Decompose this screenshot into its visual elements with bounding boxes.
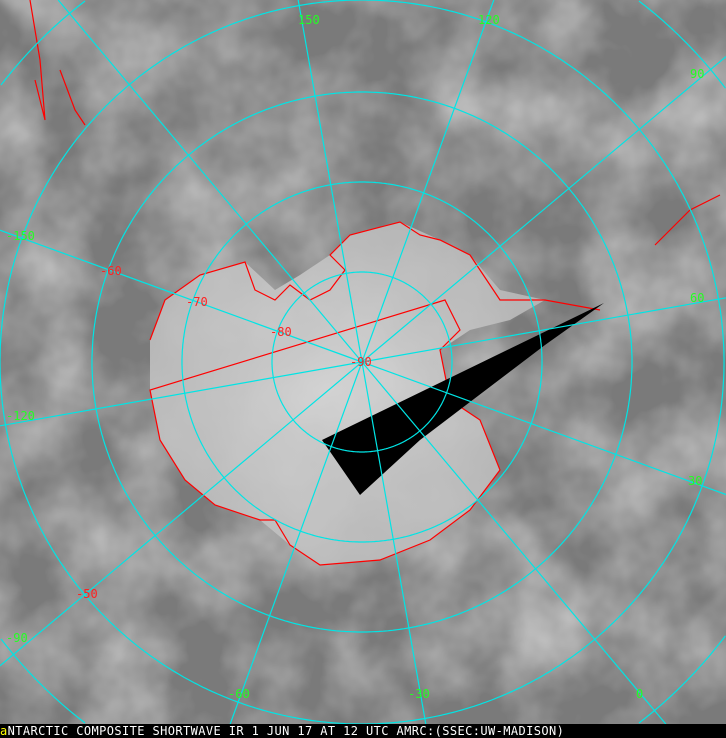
longitude-label: -30 [408,687,430,701]
latitude-label: -60 [100,264,122,278]
latitude-circle [181,181,543,543]
meridian-line [361,0,495,363]
latitude-label: -70 [186,295,208,309]
meridian-line [361,361,726,496]
latitude-circle [0,0,725,724]
longitude-label: 60 [690,291,704,305]
longitude-label: 90 [690,67,704,81]
meridian-line [0,361,363,427]
latitude-label: -80 [270,325,292,339]
meridian-line [0,361,363,667]
antarctica-landmass [150,222,545,565]
meridian-line [57,0,363,363]
graticule-labels: 150 120 90 60 30 0 -30 -60 -90 -120 -150 -50 -60 -70 -… [6,13,704,701]
meridian-line [229,361,363,724]
longitude-label: 120 [478,13,500,27]
longitude-label: 150 [298,13,320,27]
latitude-circle [91,91,633,633]
meridian-line [361,56,726,363]
caption-text: NTARCTIC COMPOSITE SHORTWAVE IR 1 JUN 17… [7,724,565,738]
latitude-circle [638,635,726,724]
meridian-line [361,297,726,363]
longitude-label: -60 [228,687,250,701]
longitude-label: -120 [6,409,35,423]
meridian-line [361,361,667,724]
latitude-circle [638,0,726,89]
image-caption: aNTARCTIC COMPOSITE SHORTWAVE IR 1 JUN 1… [0,724,726,738]
caption-marker: a [0,724,8,738]
longitude-label: 0 [636,687,643,701]
longitude-label: -90 [6,631,28,645]
latitude-circle [271,271,453,453]
meridian-line [361,361,427,724]
longitude-label: 30 [688,474,702,488]
latitude-label: -50 [76,587,98,601]
longitude-label: -150 [6,229,35,243]
meridian-line [297,0,363,363]
latitude-label: -90 [350,355,372,369]
meridian-line [0,229,363,363]
